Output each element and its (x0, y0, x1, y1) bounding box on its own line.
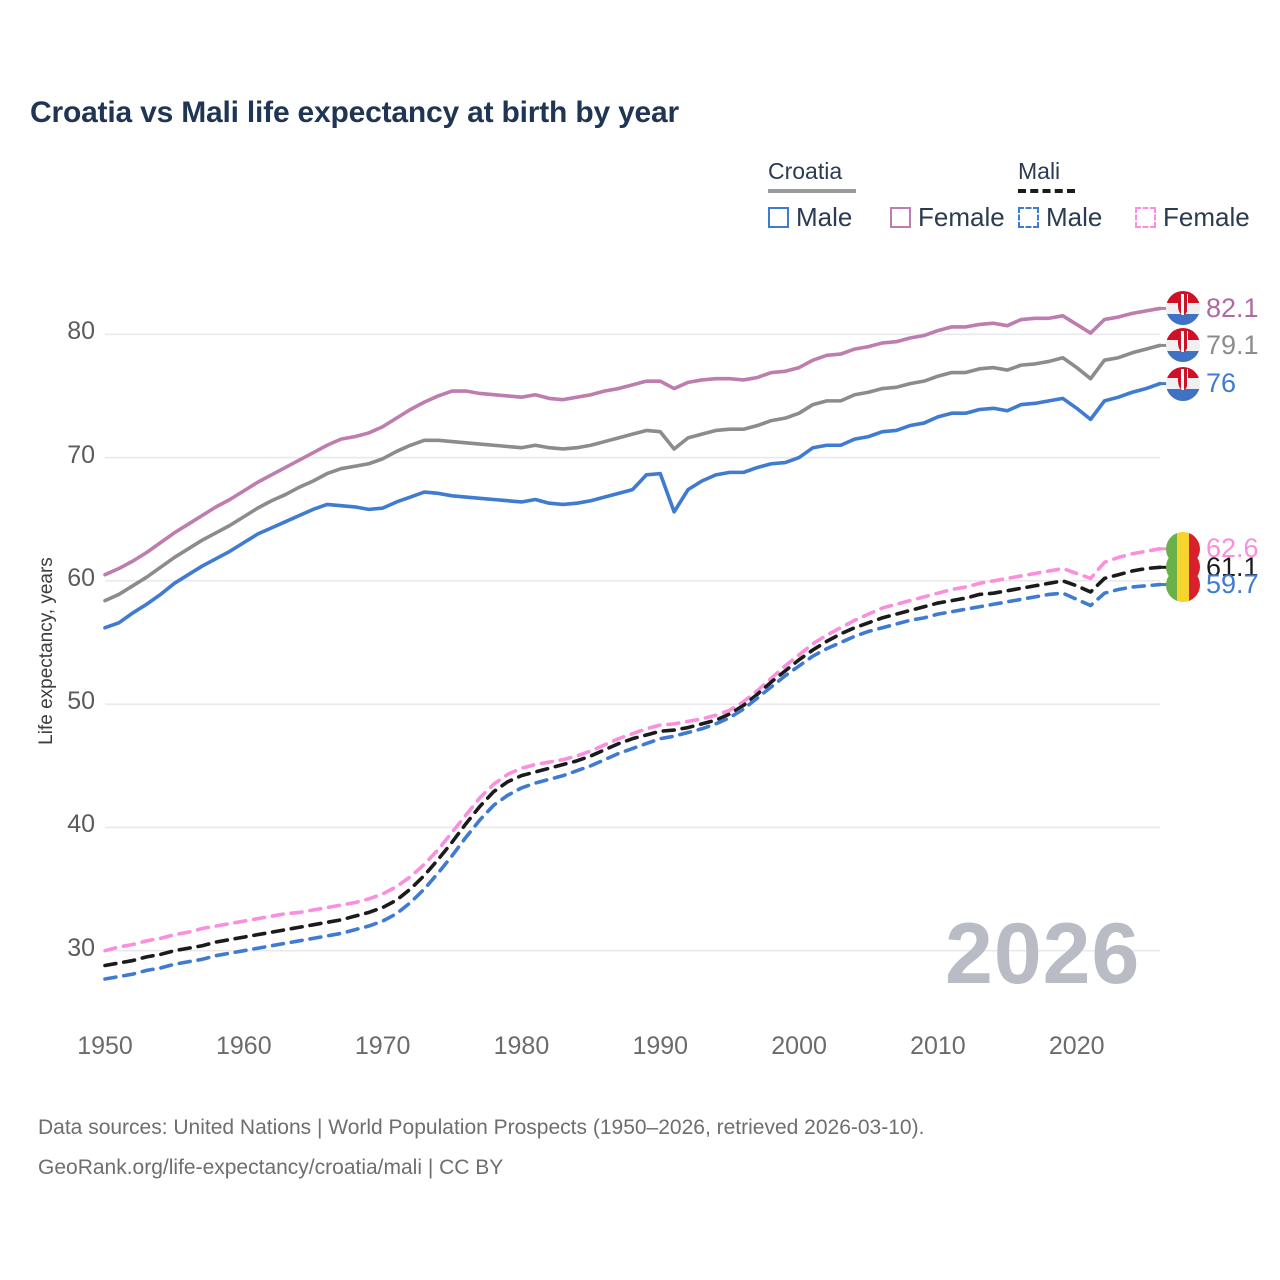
x-tick-label: 1950 (77, 1032, 133, 1060)
chart-footer: Data sources: United Nations | World Pop… (38, 1108, 924, 1188)
x-tick-label: 2020 (1048, 1032, 1105, 1060)
series-line-mali-female (103, 547, 1162, 953)
legend-item-label: Female (1163, 202, 1250, 232)
end-label-value: 59.7 (1206, 569, 1259, 600)
end-label-mali-total: 61.1 (1166, 550, 1259, 585)
mali-flag-icon (1166, 531, 1200, 566)
croatia-flag-icon (1166, 328, 1200, 363)
legend-item-croatia-female[interactable]: Female (890, 202, 1005, 233)
croatia-flag-icon (1166, 366, 1200, 401)
y-tick-label: 70 (67, 440, 95, 469)
x-tick-label: 1990 (632, 1032, 689, 1060)
x-tick-label: 1970 (354, 1032, 411, 1060)
mali-flag-icon (1166, 550, 1200, 585)
legend-item-label: Female (918, 202, 1005, 232)
series-line-croatia-male (103, 381, 1162, 630)
end-label-value: 79.1 (1206, 329, 1259, 360)
legend-item-croatia-male[interactable]: Male (768, 202, 852, 233)
y-axis-ticks: 30 40 50 60 70 80 (20, 0, 95, 1280)
end-label-value: 62.6 (1206, 533, 1259, 564)
legend-swatch-icon (1018, 207, 1039, 228)
y-tick-label: 50 (67, 687, 95, 716)
x-tick-label: 1960 (216, 1032, 272, 1060)
page-title: Croatia vs Mali life expectancy at birth… (30, 96, 679, 129)
end-label-mali-female: 62.6 (1166, 531, 1259, 566)
legend-group-mali: Mali (1018, 158, 1061, 184)
y-tick-label: 60 (67, 563, 95, 592)
legend-item-mali-female[interactable]: Female (1135, 202, 1250, 233)
croatia-flag-icon (1166, 291, 1200, 326)
x-tick-label: 2000 (771, 1032, 827, 1060)
series-line-croatia-total (103, 343, 1162, 603)
legend-rule-mali (1018, 189, 1075, 193)
end-label-value: 61.1 (1206, 551, 1259, 582)
legend-item-label: Male (796, 202, 853, 232)
legend-item-label: Male (1046, 202, 1103, 232)
end-label-value: 76 (1206, 368, 1237, 399)
end-label-croatia-female: 82.1 (1166, 291, 1259, 326)
y-tick-label: 30 (67, 933, 95, 962)
series-line-mali-total (103, 565, 1162, 968)
y-tick-label: 40 (67, 810, 95, 839)
footer-line-1: Data sources: United Nations | World Pop… (38, 1116, 925, 1139)
mali-flag-icon (1166, 567, 1200, 602)
legend-item-mali-male[interactable]: Male (1018, 202, 1102, 233)
x-tick-label: 1980 (493, 1032, 550, 1060)
end-label-croatia-male: 76 (1166, 366, 1237, 401)
end-label-mali-male: 59.7 (1166, 567, 1259, 602)
footer-line-2: GeoRank.org/life-expectancy/croatia/mali… (38, 1156, 504, 1179)
chart-legend: Croatia Mali Male Female Male Female (760, 158, 1260, 248)
end-label-croatia-total: 79.1 (1166, 328, 1259, 363)
x-tick-label: 2010 (910, 1032, 966, 1060)
year-watermark: 2026 (945, 906, 1141, 1002)
legend-swatch-icon (768, 207, 789, 228)
series-line-croatia-female (103, 306, 1162, 577)
legend-rule-croatia (768, 189, 856, 193)
end-label-value: 82.1 (1206, 292, 1259, 323)
series-line-mali-male (103, 582, 1162, 981)
y-tick-label: 80 (67, 317, 95, 346)
legend-swatch-icon (890, 207, 911, 228)
legend-group-croatia: Croatia (768, 158, 843, 184)
legend-swatch-icon (1135, 207, 1156, 228)
